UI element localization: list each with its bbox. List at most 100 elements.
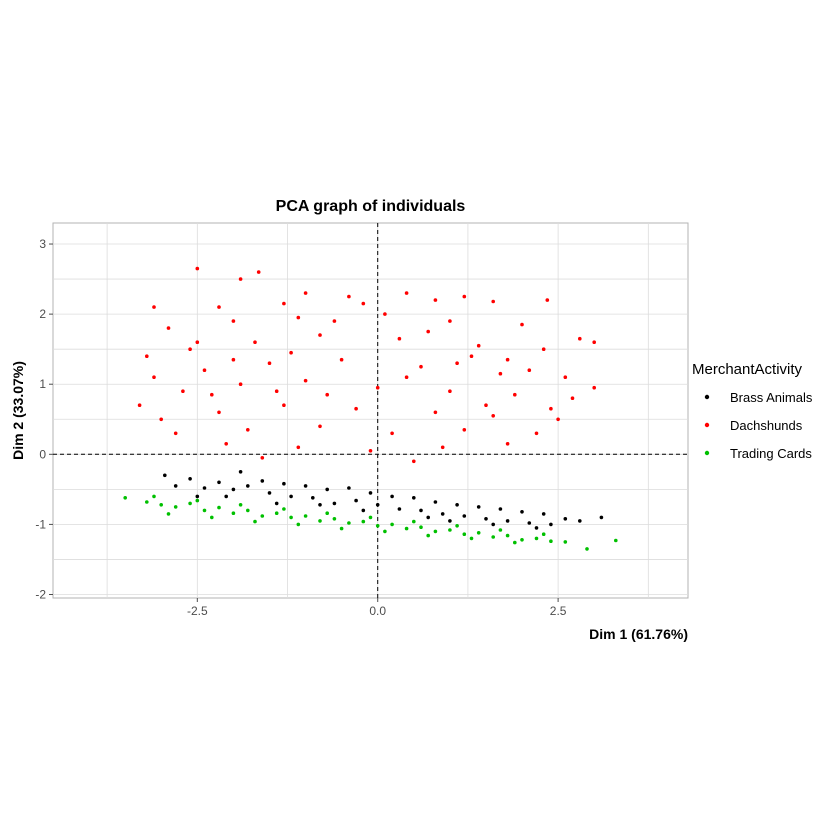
- data-point: [462, 294, 467, 299]
- data-point: [534, 526, 539, 530]
- data-point: [484, 517, 488, 521]
- plot-area: [52, 222, 689, 599]
- data-point: [383, 312, 387, 316]
- data-point: [491, 535, 496, 539]
- data-point: [159, 503, 163, 507]
- data-point: [267, 361, 272, 366]
- data-point: [419, 525, 423, 529]
- data-point: [224, 494, 228, 499]
- data-point: [224, 442, 228, 446]
- data-point: [541, 512, 546, 516]
- data-point: [390, 431, 394, 436]
- data-point: [339, 357, 344, 362]
- legend: MerchantActivity Brass Animals Dachshunds…: [692, 361, 813, 461]
- data-point: [296, 522, 301, 527]
- data-point: [426, 533, 431, 538]
- data-point: [614, 538, 618, 543]
- y-tick-label: 0: [39, 447, 46, 461]
- data-point: [260, 514, 265, 518]
- data-point: [549, 522, 553, 527]
- data-point: [181, 389, 185, 394]
- data-point: [361, 301, 366, 306]
- data-point: [484, 403, 488, 408]
- data-point: [505, 442, 510, 446]
- data-point: [246, 508, 250, 513]
- data-point: [195, 340, 200, 345]
- data-point: [188, 477, 192, 481]
- data-point: [282, 507, 286, 511]
- data-points: [123, 266, 618, 551]
- data-point: [404, 526, 409, 531]
- data-point: [462, 428, 467, 432]
- data-point: [152, 494, 156, 499]
- data-point: [426, 329, 431, 334]
- data-point: [448, 389, 452, 394]
- data-point: [339, 526, 344, 531]
- data-point: [145, 500, 149, 504]
- y-tick-label: 2: [39, 307, 46, 321]
- data-point: [253, 519, 257, 524]
- data-point: [166, 512, 171, 516]
- data-point: [527, 368, 532, 373]
- data-point: [282, 481, 286, 486]
- data-point: [578, 519, 582, 523]
- data-point: [188, 501, 192, 506]
- data-point: [491, 414, 496, 418]
- y-tick-label: 1: [39, 377, 46, 391]
- data-point: [592, 340, 596, 345]
- axis-ticks: -2.5 0.0 2.5 -2 -1 0 1 2 3: [35, 237, 566, 618]
- data-point: [210, 392, 214, 397]
- data-point: [274, 511, 279, 515]
- data-point: [390, 494, 394, 499]
- data-point: [347, 294, 351, 299]
- data-point: [303, 378, 308, 383]
- series-dachshunds: [137, 266, 596, 464]
- data-point: [260, 456, 265, 460]
- data-point: [404, 291, 409, 295]
- data-point: [347, 486, 351, 490]
- data-point: [152, 305, 156, 309]
- x-tick-label: 0.0: [369, 604, 386, 618]
- data-point: [448, 519, 452, 523]
- data-point: [426, 515, 431, 520]
- data-point: [476, 505, 481, 509]
- data-point: [274, 389, 279, 394]
- y-tick-label: -2: [35, 587, 46, 601]
- data-point: [412, 496, 416, 500]
- data-point: [253, 340, 257, 345]
- data-point: [476, 343, 481, 348]
- data-point: [202, 508, 207, 513]
- data-point: [137, 403, 142, 408]
- data-point: [231, 357, 236, 362]
- data-point: [231, 487, 236, 492]
- data-point: [303, 484, 308, 488]
- data-point: [520, 538, 524, 542]
- data-point: [390, 522, 394, 527]
- data-point: [188, 347, 192, 352]
- data-point: [238, 277, 243, 281]
- data-point: [455, 503, 459, 507]
- data-point: [332, 501, 337, 506]
- data-point: [202, 486, 207, 490]
- data-point: [440, 445, 445, 450]
- data-point: [354, 498, 358, 503]
- data-point: [505, 533, 510, 538]
- data-point: [354, 406, 358, 411]
- data-point: [210, 515, 214, 520]
- y-tick-label: 3: [39, 237, 46, 251]
- panel-border: [52, 222, 689, 599]
- data-point: [166, 326, 171, 330]
- x-axis-label: Dim 1 (61.76%): [589, 626, 688, 642]
- data-point: [383, 529, 387, 534]
- data-point: [570, 396, 575, 401]
- data-point: [368, 515, 373, 520]
- data-point: [520, 322, 524, 327]
- data-point: [448, 319, 452, 323]
- data-point: [397, 507, 402, 511]
- legend-label: Brass Animals: [730, 390, 813, 405]
- data-point: [163, 473, 167, 478]
- data-point: [282, 301, 286, 306]
- data-point: [563, 375, 568, 380]
- data-point: [311, 496, 315, 500]
